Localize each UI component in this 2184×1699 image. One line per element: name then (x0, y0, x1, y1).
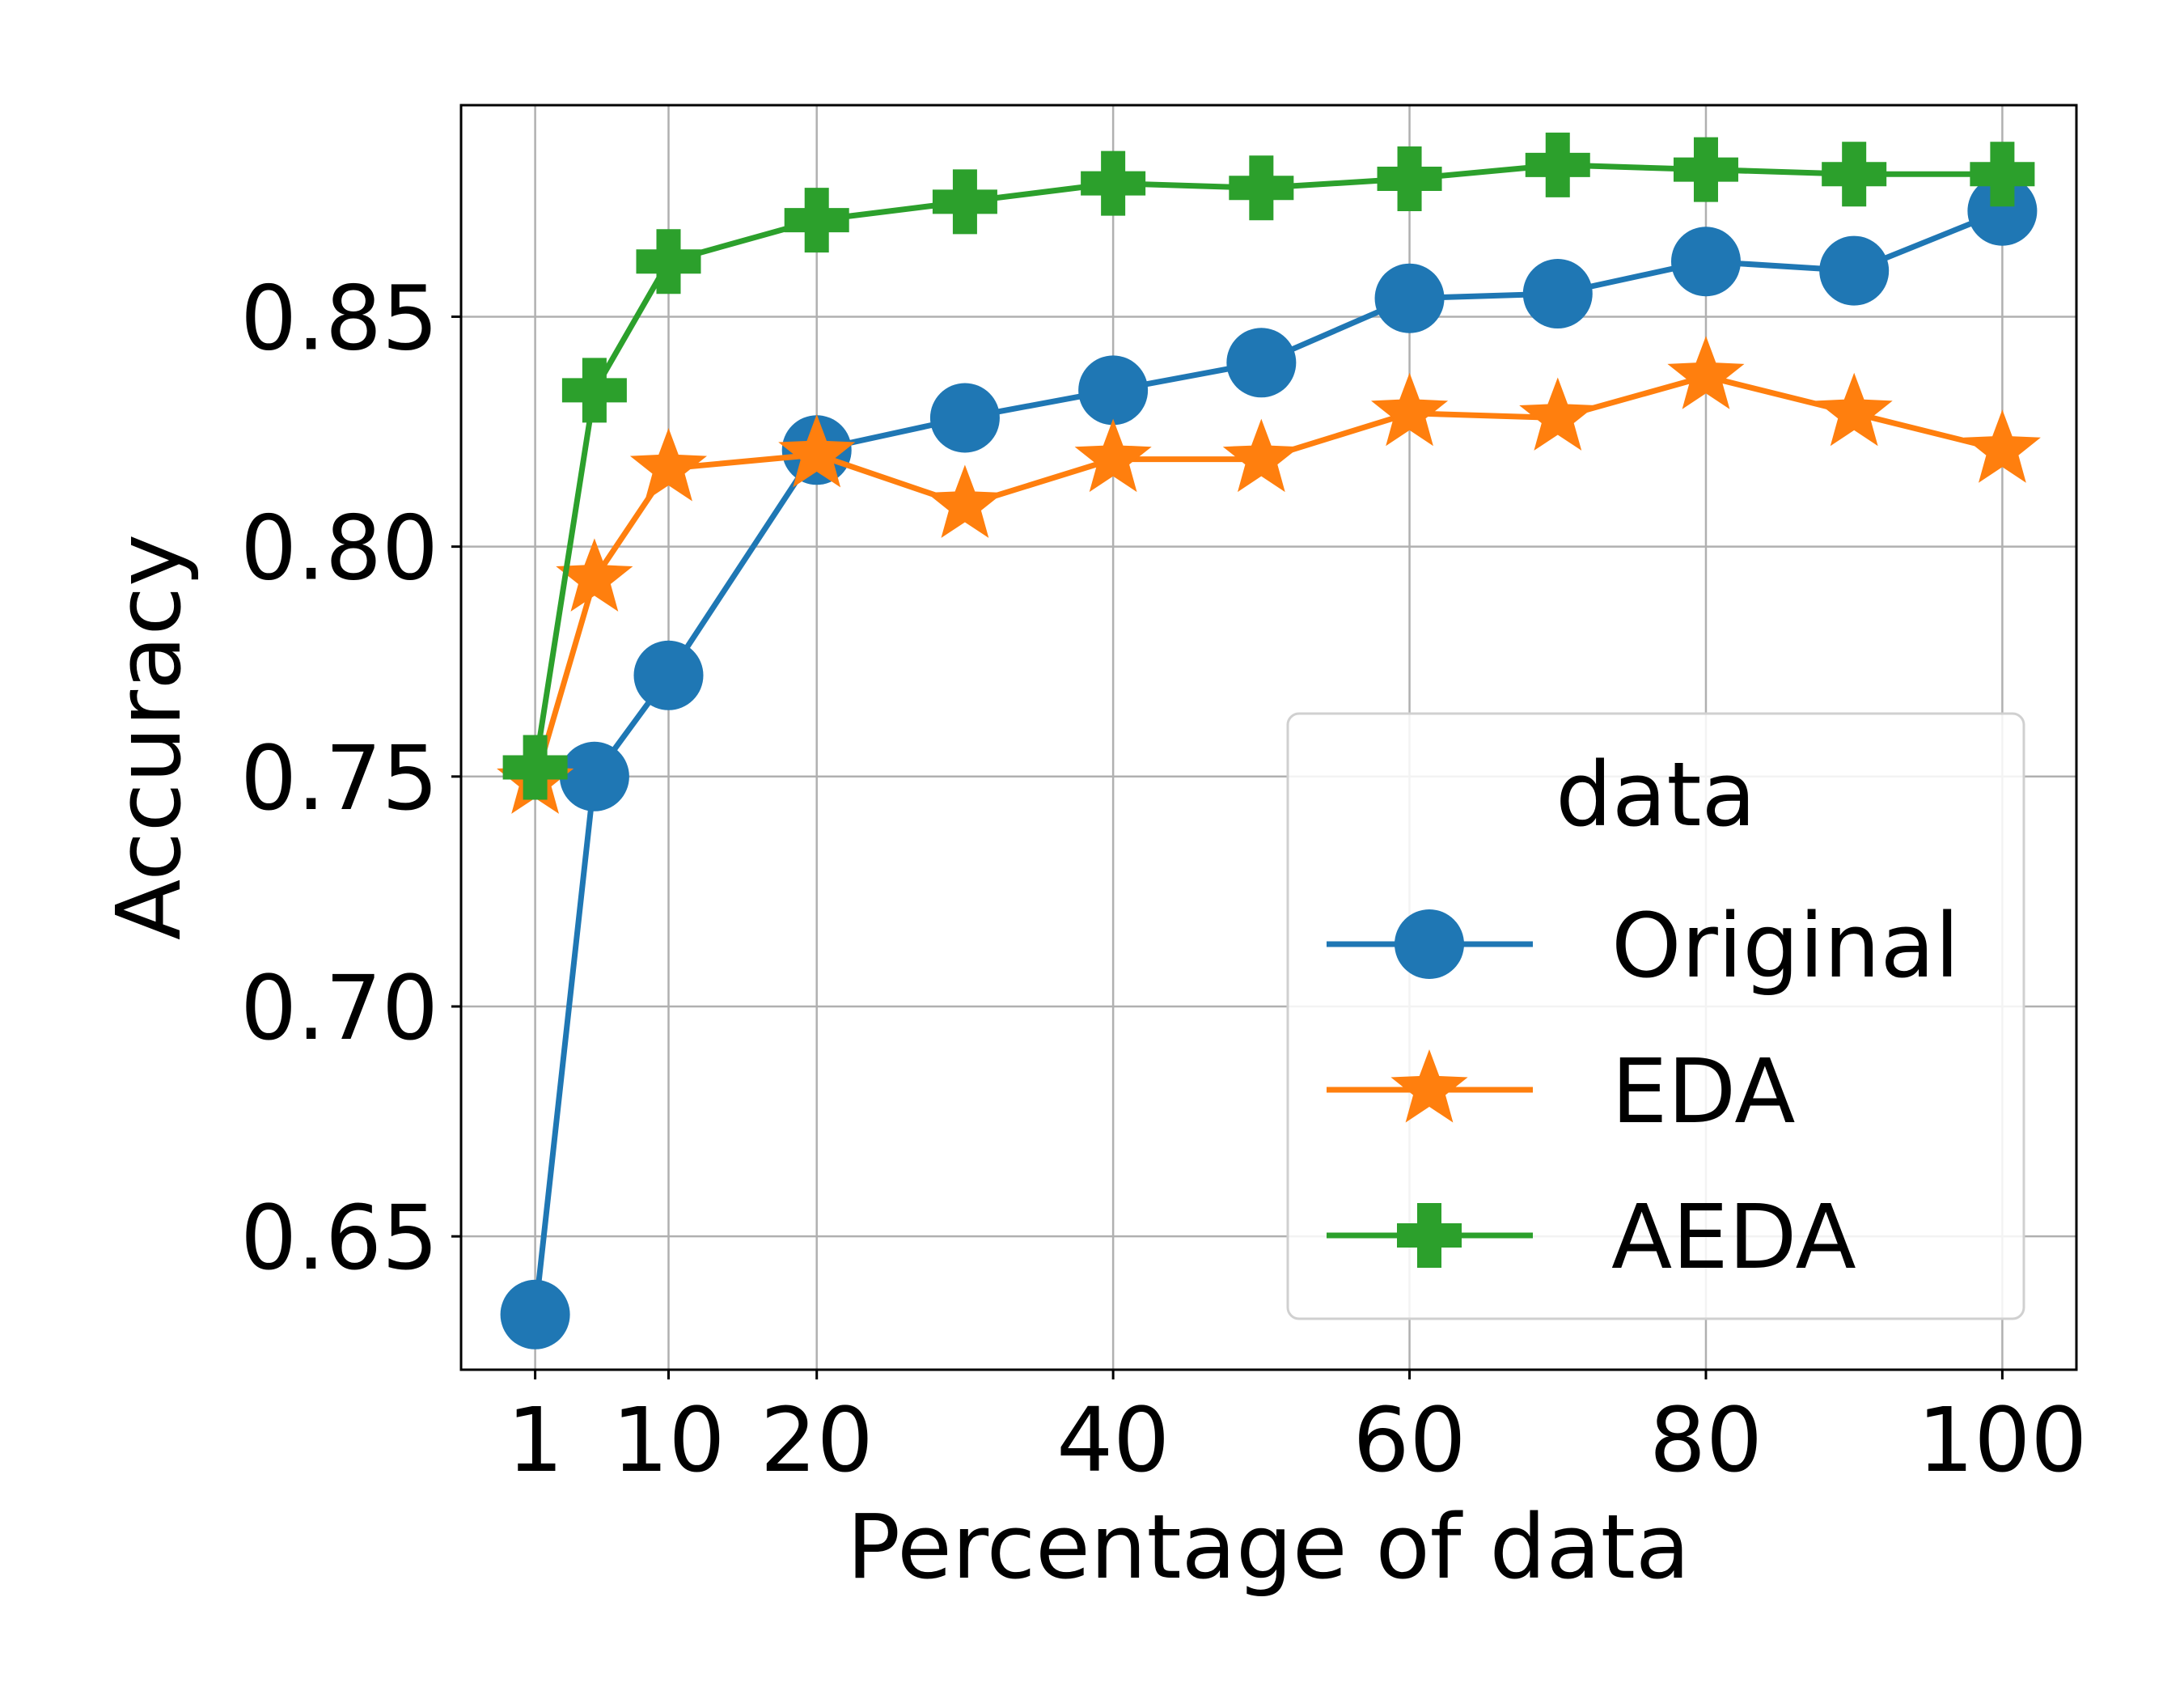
x-tick-label: 20 (760, 1388, 874, 1492)
legend-entry-aeda: AEDA (1327, 1185, 1856, 1289)
data-point-circle (929, 383, 1000, 453)
series-aeda (502, 132, 2035, 800)
data-point-plus (1525, 132, 1590, 197)
y-tick-label: 0.85 (240, 266, 438, 370)
data-point-circle (559, 741, 629, 811)
data-point-star (1371, 372, 1449, 447)
legend-marker-circle (1395, 909, 1464, 979)
data-point-plus (784, 188, 849, 253)
data-point-circle (1522, 259, 1593, 329)
x-tick-label: 1 (507, 1388, 564, 1492)
legend-box (1286, 712, 2025, 1320)
legend: data Original EDA AEDA (1286, 712, 2025, 1320)
data-point-plus (1377, 146, 1442, 211)
legend-marker-plus (1397, 1203, 1462, 1268)
x-tick-label: 60 (1353, 1388, 1467, 1492)
legend-entry-eda: EDA (1327, 1040, 1796, 1143)
data-point-plus (636, 229, 701, 294)
legend-label: EDA (1611, 1040, 1796, 1143)
data-point-circle (633, 640, 704, 710)
x-tick-label: 10 (612, 1388, 726, 1492)
data-point-star (1667, 336, 1745, 409)
data-point-star (556, 538, 633, 612)
data-point-plus (932, 169, 997, 235)
plot-frame (459, 104, 2078, 1371)
data-point-plus (1673, 137, 1738, 202)
data-point-plus (1970, 142, 2035, 207)
series-original (500, 176, 2038, 1349)
legend-label: Original (1611, 894, 1959, 998)
x-tick-label: 80 (1649, 1388, 1763, 1492)
series-layer (497, 132, 2041, 1349)
axis-ticks: 1 10 20 40 60 80 100 0.65 0.70 0.75 0.80 0.85 (240, 266, 2087, 1492)
data-point-star (778, 414, 856, 488)
y-axis-label: Accuracy (97, 534, 201, 940)
x-tick-label: 100 (1917, 1388, 2087, 1492)
data-point-circle (1819, 235, 1890, 306)
data-point-star (1815, 372, 1893, 447)
x-tick-label: 40 (1056, 1388, 1170, 1492)
data-point-plus (1081, 150, 1146, 216)
data-point-plus (502, 735, 568, 800)
data-point-plus (561, 358, 627, 423)
data-point-circle (1670, 227, 1741, 297)
legend-title: data (1555, 743, 1756, 846)
data-point-plus (1822, 142, 1887, 207)
legend-marker-star (1390, 1049, 1468, 1123)
data-point-star (1222, 418, 1300, 493)
data-point-circle (1374, 263, 1445, 333)
data-point-star (1963, 409, 2041, 483)
y-tick-label: 0.80 (240, 497, 438, 600)
data-point-star (1519, 377, 1597, 451)
data-point-star (629, 428, 707, 502)
data-point-circle (500, 1279, 570, 1349)
data-point-plus (1229, 155, 1294, 221)
legend-entry-original: Original (1327, 894, 1959, 998)
data-point-circle (1226, 328, 1297, 398)
data-point-circle (1078, 355, 1149, 426)
y-tick-label: 0.70 (240, 956, 438, 1060)
y-tick-label: 0.65 (240, 1186, 438, 1290)
legend-label: AEDA (1611, 1185, 1856, 1289)
data-point-star (1074, 418, 1152, 493)
y-tick-label: 0.75 (240, 727, 438, 830)
x-axis-label: Percentage of data (847, 1495, 1691, 1599)
data-point-star (926, 464, 1004, 538)
data-point-circle (1967, 176, 2038, 246)
